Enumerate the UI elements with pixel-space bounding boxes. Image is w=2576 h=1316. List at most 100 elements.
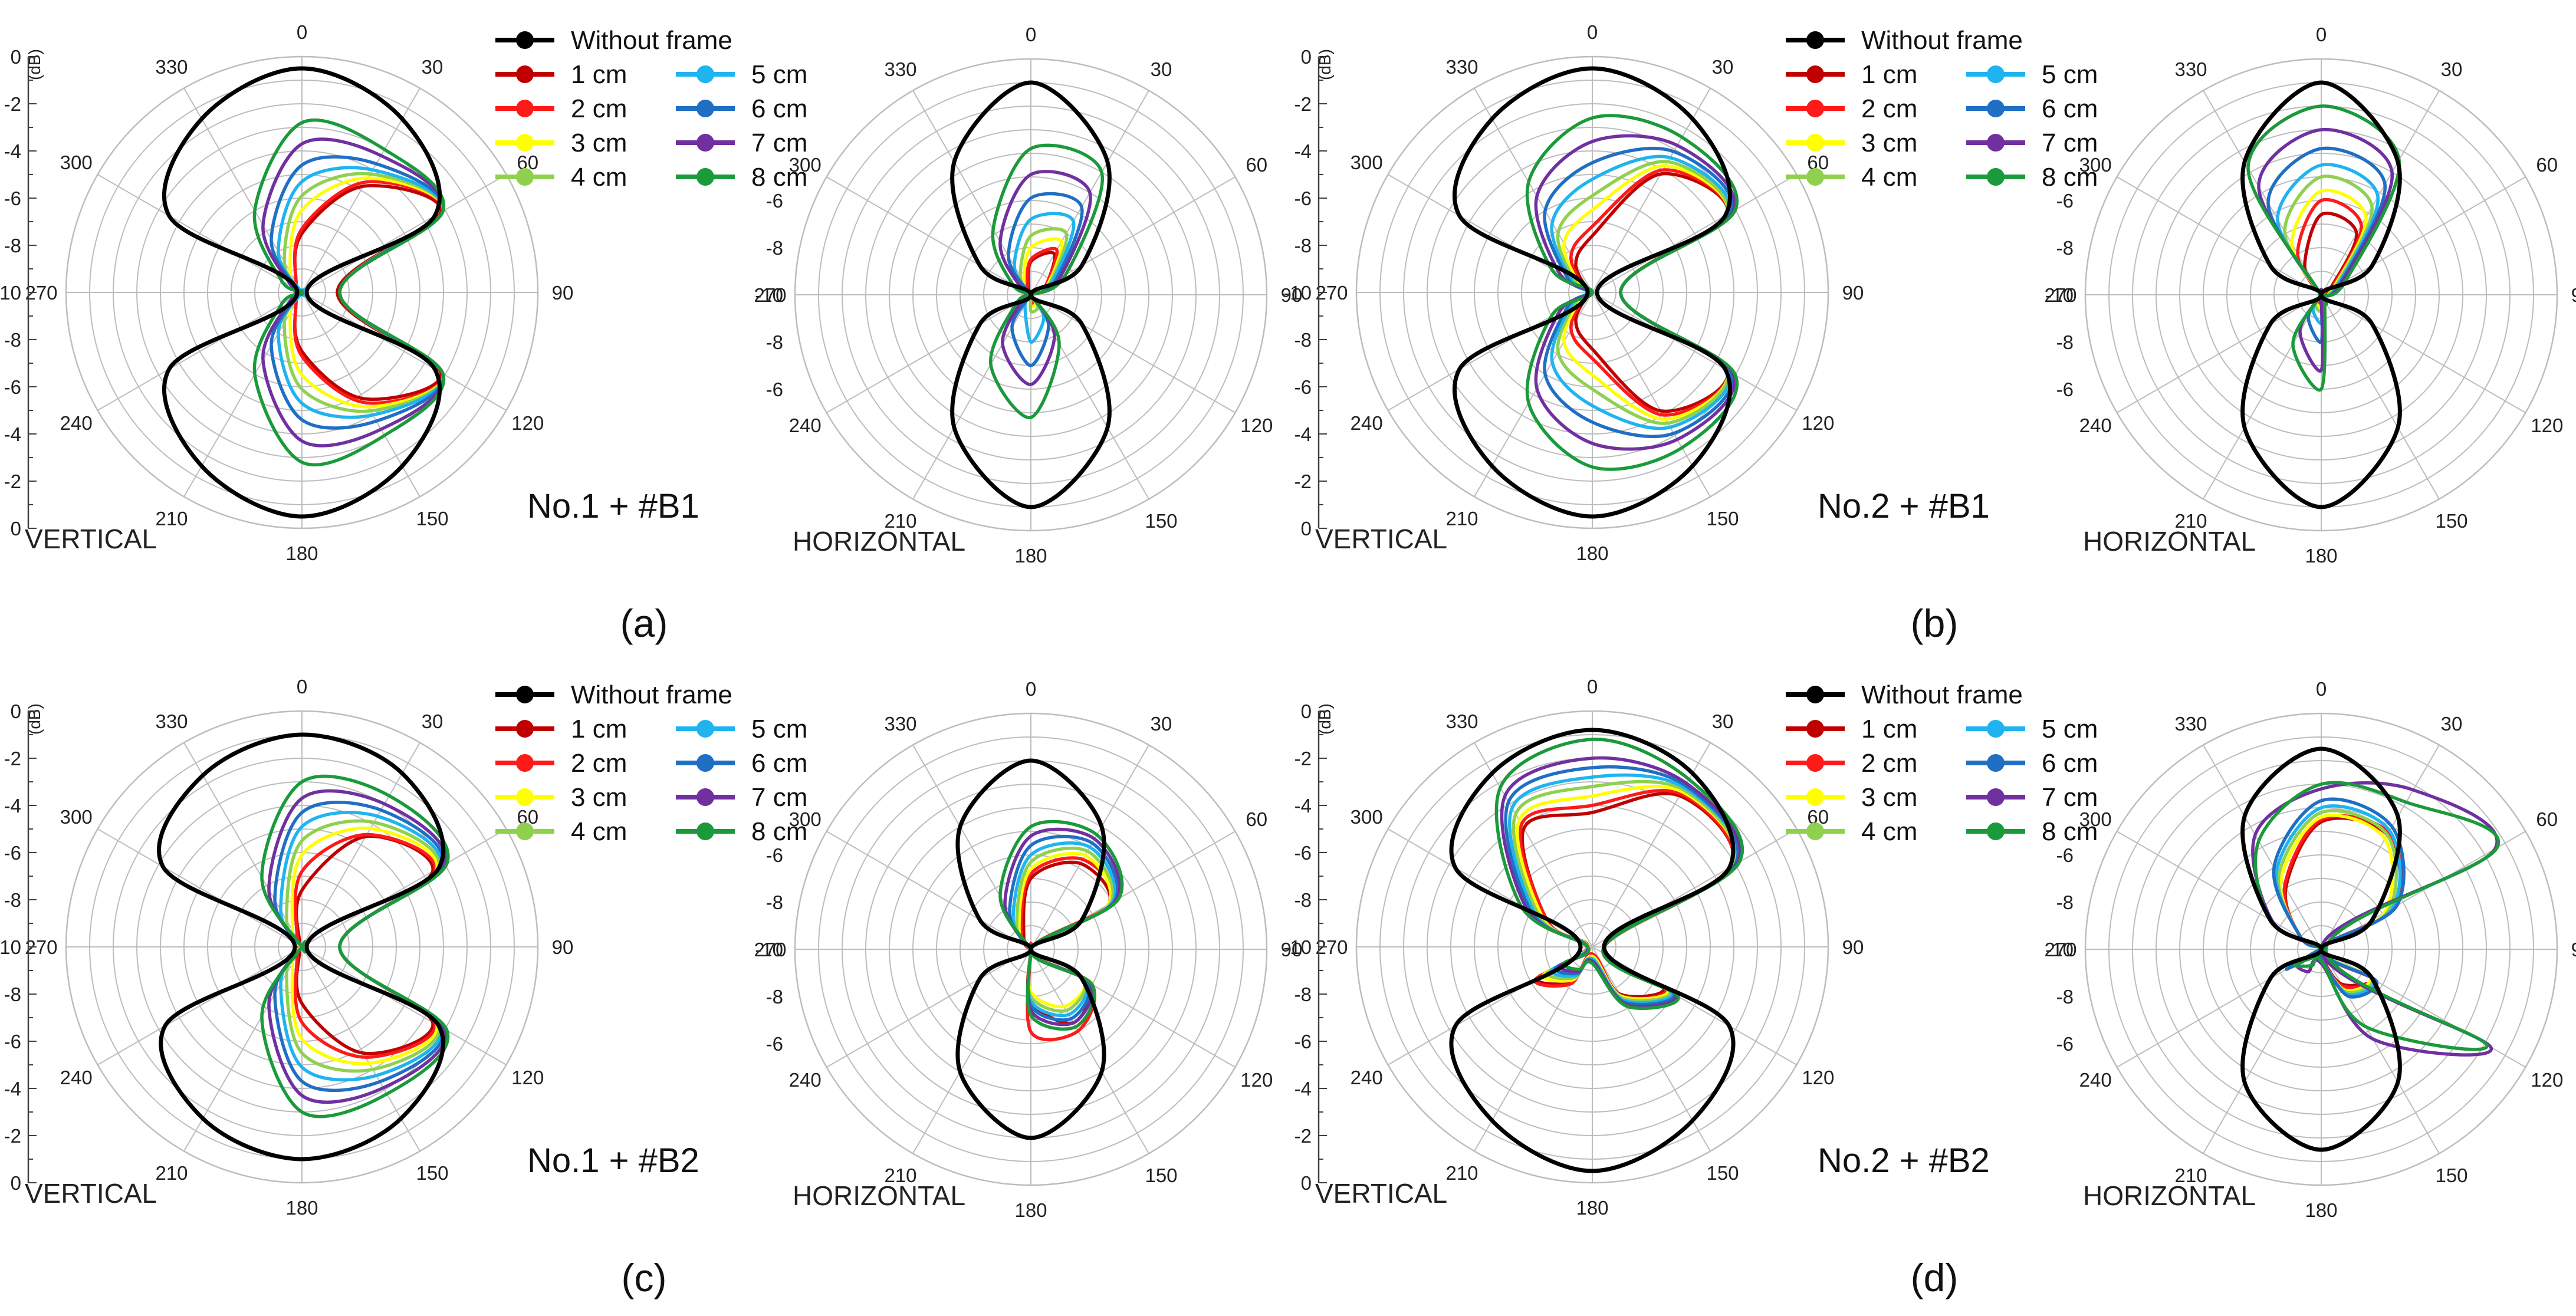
grid-spoke xyxy=(2203,294,2322,499)
radial-tick-label: -8 xyxy=(2056,986,2074,1008)
series-line-cm3 xyxy=(290,826,439,1065)
angle-tick-label: 90 xyxy=(1842,936,1864,958)
plot-title-horizontal: HORIZONTAL xyxy=(2083,1180,2256,1211)
radial-tick-label: -10 xyxy=(0,936,21,958)
angle-tick-label: 150 xyxy=(1145,510,1177,532)
radial-tick-label: -2 xyxy=(1294,471,1312,492)
grid-spoke xyxy=(301,292,507,411)
plot-title-vertical: VERTICAL xyxy=(25,524,157,554)
radial-tick-label: -10 xyxy=(2045,939,2074,960)
radial-tick-label: -6 xyxy=(2056,190,2074,212)
radial-tick-label: -8 xyxy=(4,983,21,1005)
panel-a: 03060901201501802102402703003300-2-4-6-8… xyxy=(0,21,1302,645)
angle-tick-label: 30 xyxy=(1151,58,1172,80)
grid-spoke xyxy=(2321,294,2526,413)
angle-tick-label: 120 xyxy=(1802,412,1834,434)
angle-tick-label: 120 xyxy=(1240,414,1273,436)
legend-label: 6 cm xyxy=(2042,94,2098,123)
angle-tick-label: 240 xyxy=(1351,412,1383,434)
radial-tick-label: -4 xyxy=(1294,795,1312,817)
grid-spoke xyxy=(912,949,1031,1154)
radial-tick-label: -6 xyxy=(2056,1033,2074,1055)
grid-spoke xyxy=(2117,176,2322,295)
legend-label: 8 cm xyxy=(751,163,807,192)
angle-tick-label: 180 xyxy=(1576,1197,1608,1219)
series-line-cm6 xyxy=(1543,147,1734,438)
series-line-cm8 xyxy=(2246,104,2401,392)
radial-tick-label: -10 xyxy=(0,282,21,304)
angle-tick-label: 180 xyxy=(2305,1199,2337,1221)
radial-tick-label: -6 xyxy=(766,379,783,400)
radial-tick-label: -6 xyxy=(1294,842,1312,864)
legend-marker xyxy=(516,686,534,703)
grid-spoke xyxy=(2321,90,2440,295)
legend-label: 4 cm xyxy=(1861,817,1917,846)
angle-tick-label: 120 xyxy=(2531,414,2563,436)
radial-tick-label: -6 xyxy=(1294,1031,1312,1052)
angle-tick-label: 330 xyxy=(2174,713,2207,735)
radial-tick-label: -8 xyxy=(766,237,783,259)
angle-tick-label: 300 xyxy=(60,806,93,828)
legend-label: 2 cm xyxy=(1861,94,1917,123)
angle-tick-label: 240 xyxy=(789,1069,822,1091)
angle-tick-label: 210 xyxy=(2174,510,2207,532)
legend-marker xyxy=(1806,134,1824,152)
legend-label: 3 cm xyxy=(571,783,627,812)
legend-marker xyxy=(1806,686,1824,703)
radial-tick-label: -2 xyxy=(1294,1125,1312,1147)
plot-title-vertical: VERTICAL xyxy=(1315,1178,1447,1209)
angle-tick-label: 30 xyxy=(2441,58,2463,80)
radial-tick-label: -8 xyxy=(2056,331,2074,353)
panel-c: 03060901201501802102402703003300-2-4-6-8… xyxy=(0,676,1302,1299)
legend-marker xyxy=(1806,65,1824,83)
angle-tick-label: 90 xyxy=(1281,284,1303,306)
angle-tick-label: 90 xyxy=(1281,939,1303,960)
legend-marker xyxy=(1987,100,2005,117)
horizontal-polar-plot: 0 30 60 90 120 150 180 210 240 270 300 330 -6 -8 -10 -8… xyxy=(754,24,1302,567)
series-line-cm8 xyxy=(989,143,1104,419)
grid-spoke xyxy=(1592,292,1711,497)
angle-tick-label: 300 xyxy=(789,808,822,830)
radial-tick-label: -10 xyxy=(1283,282,1312,304)
angle-tick-label: 90 xyxy=(2571,284,2576,306)
legend-marker xyxy=(1987,720,2005,738)
radial-tick-label: -2 xyxy=(1294,748,1312,769)
legend-marker xyxy=(696,754,714,772)
grid-spoke xyxy=(301,174,507,293)
angle-tick-label: 180 xyxy=(1014,545,1047,567)
angle-tick-label: 0 xyxy=(1026,24,1036,45)
legend-marker xyxy=(1806,720,1824,738)
angle-tick-label: 30 xyxy=(422,710,443,732)
angle-tick-label: 90 xyxy=(552,936,574,958)
series-line-without_frame xyxy=(955,758,1106,1140)
radial-tick-label: -2 xyxy=(1294,93,1312,115)
grid-spoke xyxy=(97,828,303,947)
legend-marker xyxy=(1987,788,2005,806)
legend-label: 1 cm xyxy=(571,60,627,89)
grid-spoke xyxy=(2321,745,2440,950)
legend-marker xyxy=(516,754,534,772)
grid-spoke xyxy=(2117,294,2322,413)
legend-label: 8 cm xyxy=(2042,163,2098,192)
radial-tick-label: -4 xyxy=(4,423,21,445)
angle-tick-label: 270 xyxy=(754,284,786,306)
angle-tick-label: 210 xyxy=(155,508,188,529)
panel-config-label: No.1 + #B2 xyxy=(527,1141,699,1180)
angle-tick-label: 180 xyxy=(285,1197,318,1219)
legend-label: 3 cm xyxy=(571,129,627,157)
radial-tick-label: -8 xyxy=(1294,889,1312,911)
grid-spoke xyxy=(301,742,420,947)
angle-tick-label: 90 xyxy=(1842,282,1864,304)
radial-tick-label: -8 xyxy=(4,889,21,911)
radial-tick-label: -10 xyxy=(1283,936,1312,958)
radial-tick-label: -6 xyxy=(4,187,21,209)
radial-tick-label: -6 xyxy=(2056,844,2074,866)
angle-tick-label: 0 xyxy=(297,676,307,698)
legend-label: 6 cm xyxy=(751,94,807,123)
angle-tick-label: 300 xyxy=(1351,806,1383,828)
grid-spoke xyxy=(826,294,1031,413)
angle-tick-label: 30 xyxy=(422,56,443,78)
grid-spoke xyxy=(1592,292,1797,411)
legend-label: 1 cm xyxy=(1861,60,1917,89)
legend-marker xyxy=(516,720,534,738)
